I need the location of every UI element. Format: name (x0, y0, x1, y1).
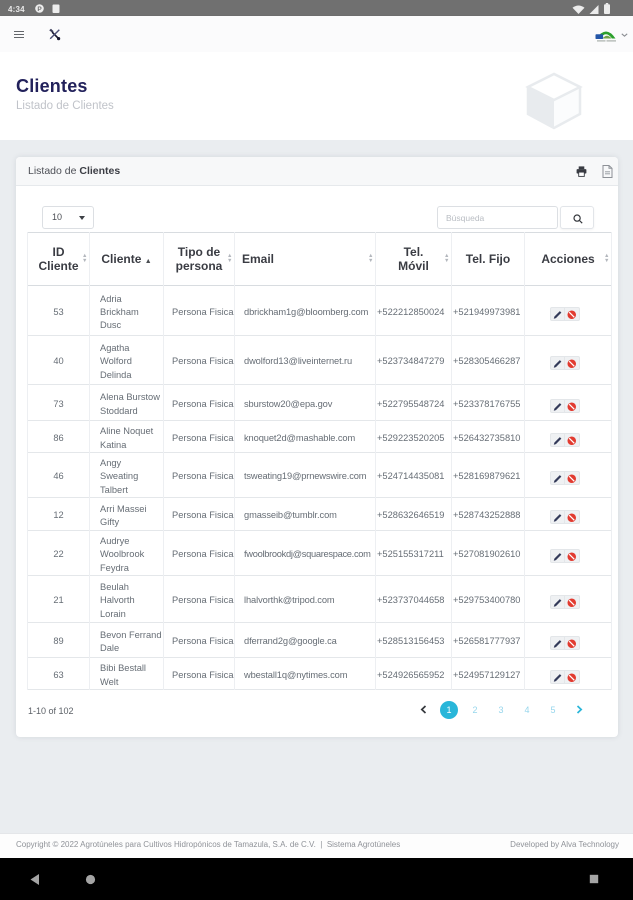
svg-text:P: P (37, 6, 42, 13)
